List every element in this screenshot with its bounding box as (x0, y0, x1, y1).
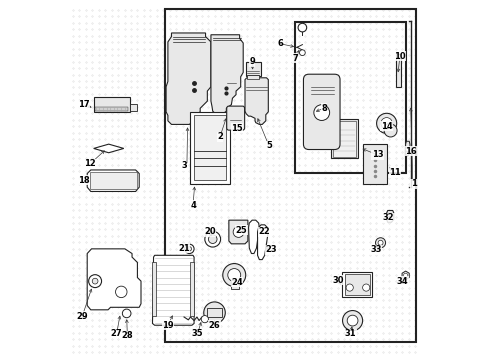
Text: 4: 4 (190, 201, 196, 210)
Circle shape (223, 264, 245, 287)
Polygon shape (387, 211, 394, 222)
Text: 10: 10 (394, 52, 406, 61)
Text: 5: 5 (266, 141, 272, 150)
Polygon shape (406, 141, 410, 156)
Text: 34: 34 (397, 276, 409, 285)
Polygon shape (87, 249, 141, 310)
Circle shape (377, 113, 397, 134)
Circle shape (363, 284, 370, 291)
Bar (191, 262, 194, 316)
Circle shape (343, 311, 363, 330)
Polygon shape (211, 35, 243, 115)
Bar (191, 112, 230, 184)
Text: 18: 18 (78, 176, 90, 185)
Circle shape (122, 309, 131, 318)
Text: 7: 7 (293, 54, 298, 63)
Circle shape (347, 315, 358, 326)
Bar (342, 272, 372, 297)
Polygon shape (258, 225, 268, 260)
Circle shape (185, 244, 194, 253)
Bar (207, 308, 221, 317)
Text: 14: 14 (381, 122, 392, 131)
Circle shape (92, 278, 98, 284)
Circle shape (381, 118, 392, 129)
Text: 30: 30 (333, 276, 344, 285)
Bar (231, 280, 239, 289)
Text: 23: 23 (265, 246, 277, 255)
Circle shape (403, 273, 408, 278)
Text: 6: 6 (277, 39, 283, 48)
Text: 25: 25 (236, 226, 247, 235)
Circle shape (201, 316, 208, 323)
Circle shape (346, 284, 353, 291)
Circle shape (298, 23, 307, 32)
Bar (245, 62, 261, 76)
Polygon shape (229, 220, 248, 244)
Bar (364, 144, 387, 184)
Text: 29: 29 (76, 312, 88, 321)
Bar (95, 107, 128, 111)
Polygon shape (245, 78, 269, 125)
Text: 8: 8 (321, 104, 327, 113)
Bar (331, 119, 358, 158)
Circle shape (314, 105, 330, 121)
Text: 27: 27 (111, 329, 122, 338)
Text: 35: 35 (192, 329, 203, 338)
Bar (247, 75, 259, 78)
Polygon shape (94, 144, 124, 153)
Bar (295, 22, 406, 173)
Polygon shape (166, 33, 211, 125)
Text: 9: 9 (249, 57, 255, 66)
Text: 19: 19 (162, 321, 174, 330)
Bar (94, 97, 129, 112)
Text: 22: 22 (259, 228, 270, 237)
Bar (152, 262, 156, 316)
Text: 16: 16 (405, 147, 417, 156)
Circle shape (384, 124, 397, 137)
Bar (194, 116, 226, 180)
Bar (344, 274, 370, 295)
Text: 15: 15 (231, 123, 243, 132)
Bar (333, 121, 356, 157)
Circle shape (204, 302, 225, 323)
Text: 20: 20 (204, 228, 216, 237)
Polygon shape (248, 220, 259, 253)
Circle shape (205, 231, 220, 247)
Polygon shape (152, 255, 194, 325)
Text: 24: 24 (231, 278, 243, 287)
Text: 3: 3 (181, 161, 187, 170)
Text: 1: 1 (411, 179, 416, 188)
Circle shape (378, 240, 383, 245)
Polygon shape (87, 170, 139, 192)
Text: 2: 2 (217, 132, 223, 141)
Circle shape (228, 269, 241, 282)
Text: 31: 31 (345, 329, 357, 338)
Text: 32: 32 (383, 213, 394, 222)
Circle shape (89, 275, 101, 288)
Text: 26: 26 (209, 321, 221, 330)
Circle shape (116, 286, 127, 298)
Text: 11: 11 (389, 168, 401, 177)
Text: 28: 28 (122, 332, 133, 341)
FancyBboxPatch shape (227, 106, 245, 130)
Bar (90, 172, 137, 189)
Bar (129, 104, 137, 111)
Circle shape (187, 247, 192, 251)
Bar (395, 54, 401, 87)
Bar (166, 9, 416, 342)
Circle shape (233, 226, 244, 237)
FancyBboxPatch shape (303, 74, 340, 149)
Circle shape (406, 147, 410, 152)
Text: 21: 21 (178, 244, 190, 253)
Circle shape (299, 50, 305, 55)
Circle shape (208, 235, 217, 243)
Circle shape (375, 238, 386, 248)
Text: 12: 12 (84, 159, 96, 168)
Text: 17: 17 (78, 100, 90, 109)
Polygon shape (402, 271, 409, 280)
Text: 13: 13 (372, 150, 384, 159)
Text: 33: 33 (370, 246, 382, 255)
